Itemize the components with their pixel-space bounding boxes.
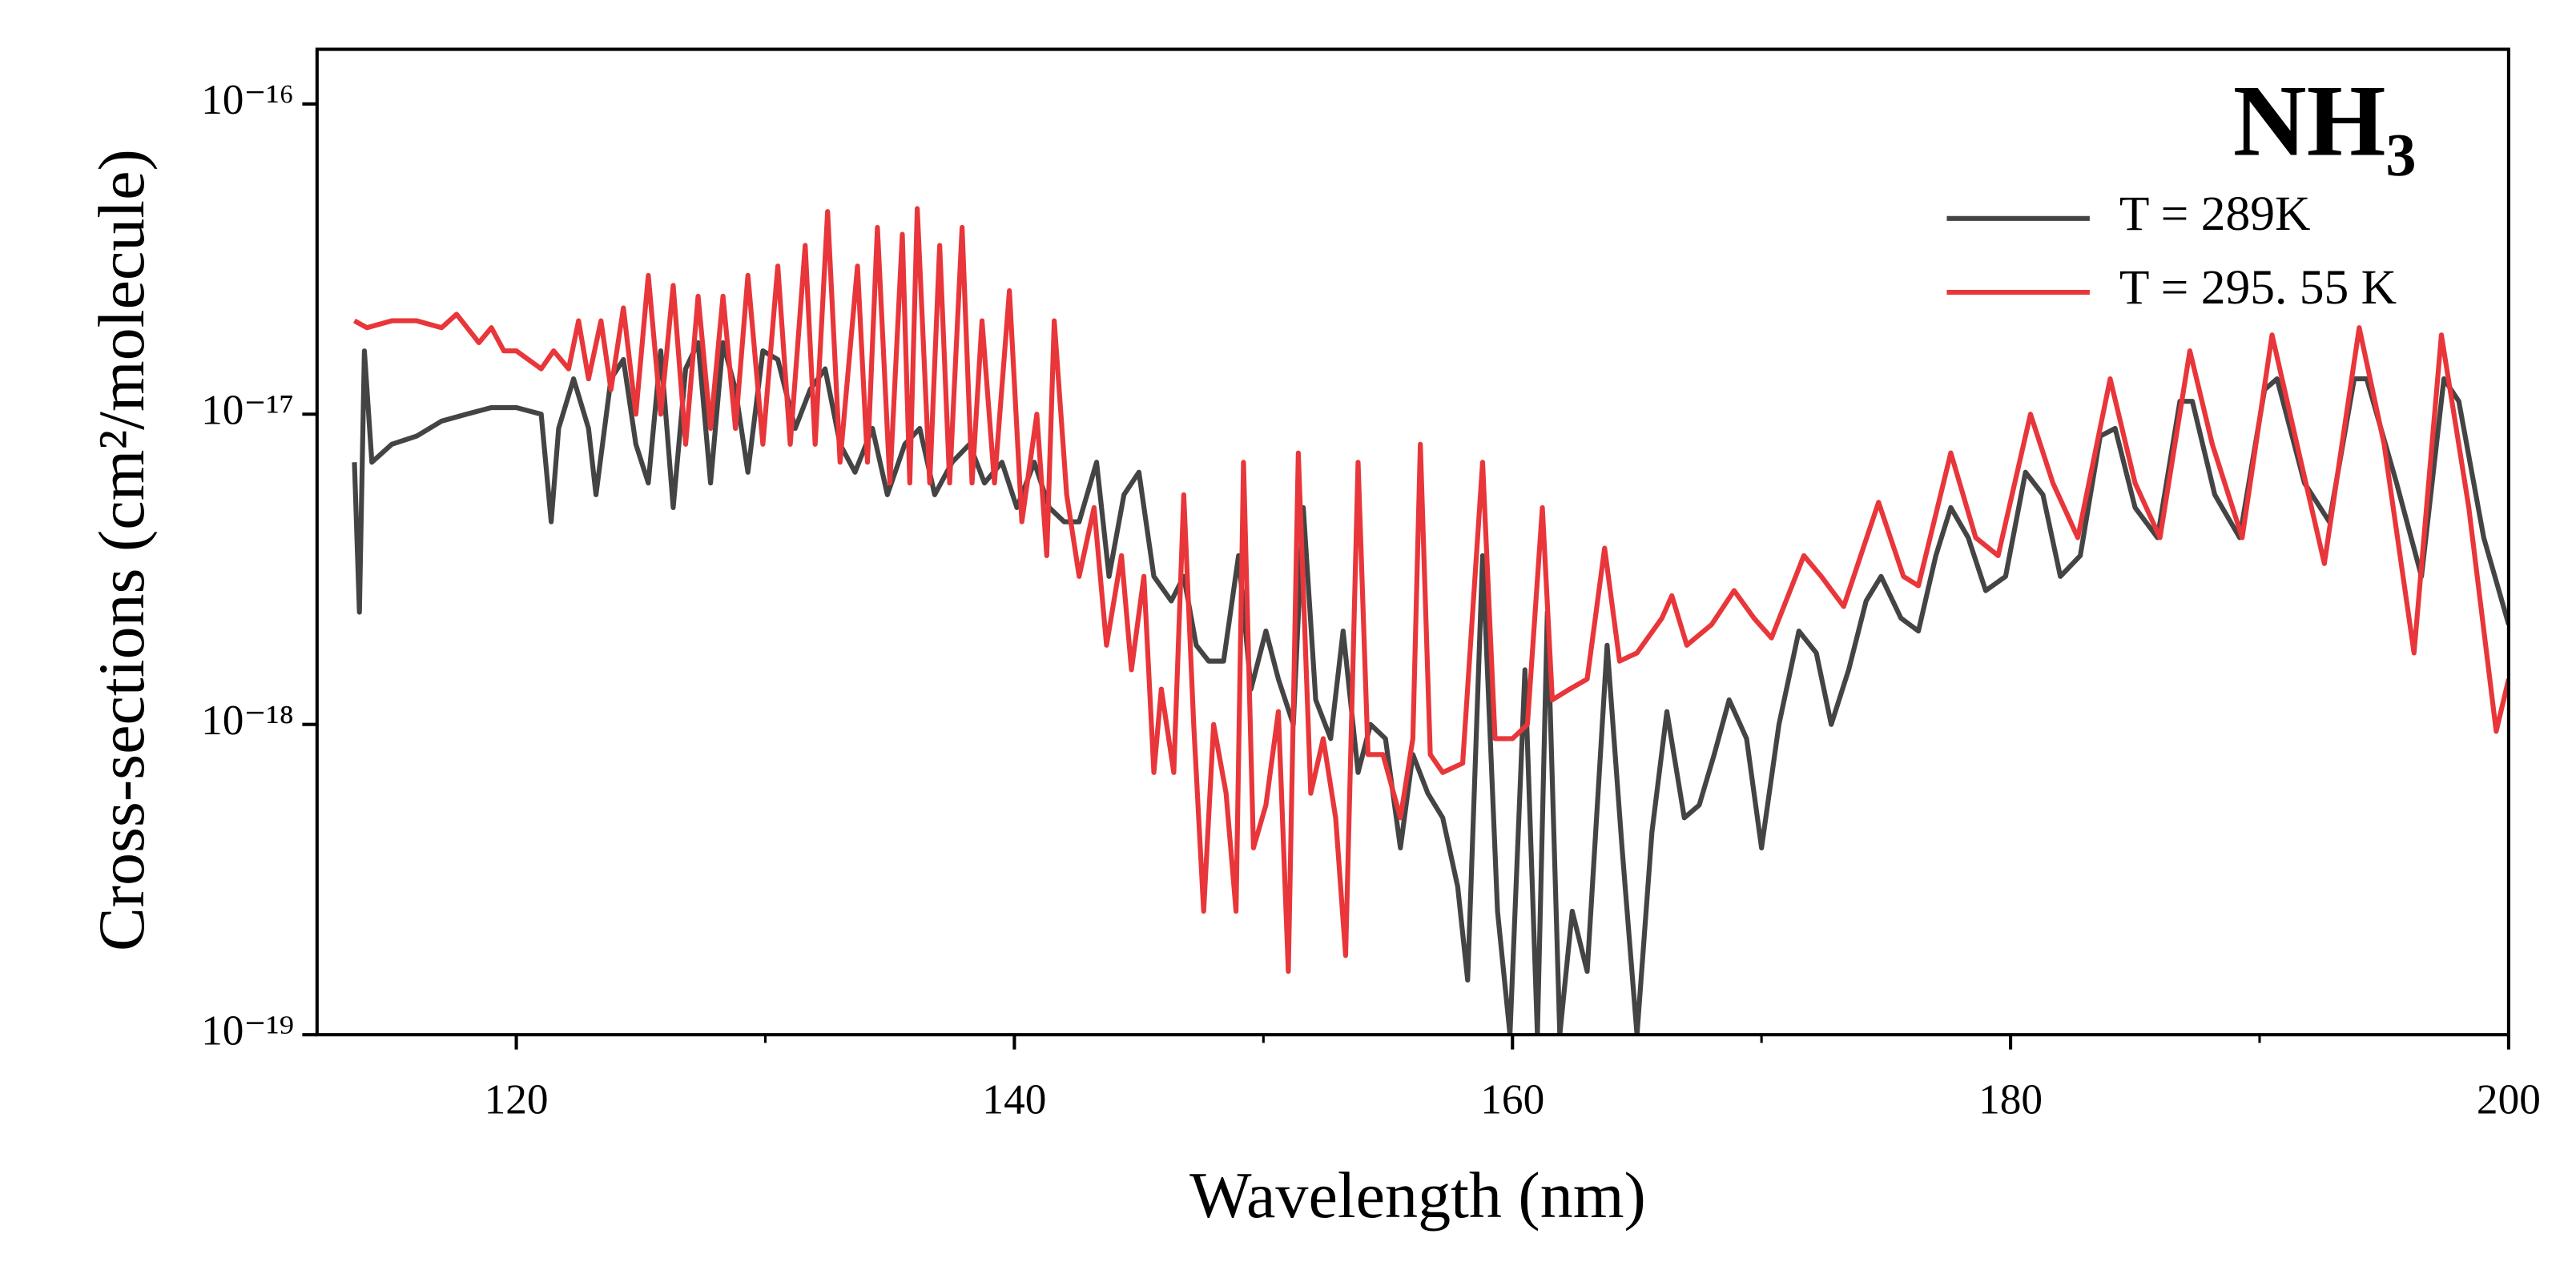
y-tick-label: 10⁻¹⁷: [201, 385, 294, 433]
y-tick-label: 10⁻¹⁶: [201, 75, 294, 123]
y-tick-label: 10⁻¹⁸: [201, 696, 294, 744]
legend-label: T = 295. 55 K: [2119, 260, 2397, 315]
y-tick-label: 10⁻¹⁹: [201, 1006, 294, 1054]
x-tick-label: 120: [485, 1075, 549, 1123]
plot-area: [352, 206, 2509, 1035]
x-tick-label: 160: [1480, 1075, 1544, 1123]
legend-label: T = 289K: [2119, 187, 2311, 241]
series-line: [352, 206, 2509, 975]
y-axis-label: Cross-sections (cm²/molecule): [85, 149, 158, 951]
plot-frame: [315, 47, 2510, 1037]
x-tick-label: 200: [2477, 1075, 2541, 1123]
series-line: [352, 340, 2509, 1035]
chart-title: NH₃: [2233, 64, 2417, 177]
x-tick-label: 180: [1978, 1075, 2043, 1123]
x-tick-label: 140: [982, 1075, 1046, 1123]
x-axis-label: Wavelength (nm): [1189, 1159, 1646, 1232]
